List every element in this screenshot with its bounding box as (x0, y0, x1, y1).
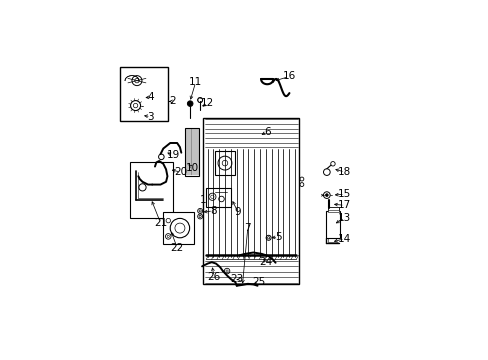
Text: 8: 8 (209, 206, 216, 216)
Bar (206, 188, 230, 207)
Text: 2: 2 (169, 96, 176, 107)
Text: 21: 21 (154, 218, 167, 228)
Text: 7: 7 (244, 222, 251, 233)
Text: 26: 26 (207, 271, 220, 282)
Text: 6: 6 (264, 127, 270, 137)
Bar (327, 207, 338, 211)
Circle shape (187, 101, 193, 107)
Bar (214, 151, 235, 175)
Bar (327, 210, 338, 212)
Bar (325, 211, 340, 238)
Text: 3: 3 (147, 112, 154, 122)
Text: 23: 23 (230, 274, 244, 284)
Text: 4: 4 (147, 92, 154, 102)
Text: 19: 19 (166, 150, 179, 161)
Circle shape (325, 194, 327, 197)
Text: 25: 25 (252, 277, 265, 287)
Text: 15: 15 (338, 189, 351, 199)
Text: 9: 9 (234, 207, 241, 217)
Bar (130, 162, 173, 218)
Text: 22: 22 (170, 243, 183, 253)
Text: 1: 1 (200, 195, 206, 205)
Text: 18: 18 (338, 167, 351, 177)
Bar (163, 212, 193, 244)
Text: 14: 14 (338, 234, 351, 244)
Text: 17: 17 (338, 201, 351, 210)
Bar (120, 67, 168, 121)
Text: 11: 11 (189, 77, 202, 87)
Text: 12: 12 (201, 98, 214, 108)
Text: 24: 24 (259, 257, 272, 267)
Text: 5: 5 (274, 232, 281, 242)
Text: 16: 16 (282, 72, 295, 81)
Bar (203, 118, 299, 284)
Text: 10: 10 (185, 163, 199, 173)
Text: 13: 13 (338, 213, 351, 223)
Text: 20: 20 (174, 167, 187, 177)
Bar (185, 128, 199, 176)
